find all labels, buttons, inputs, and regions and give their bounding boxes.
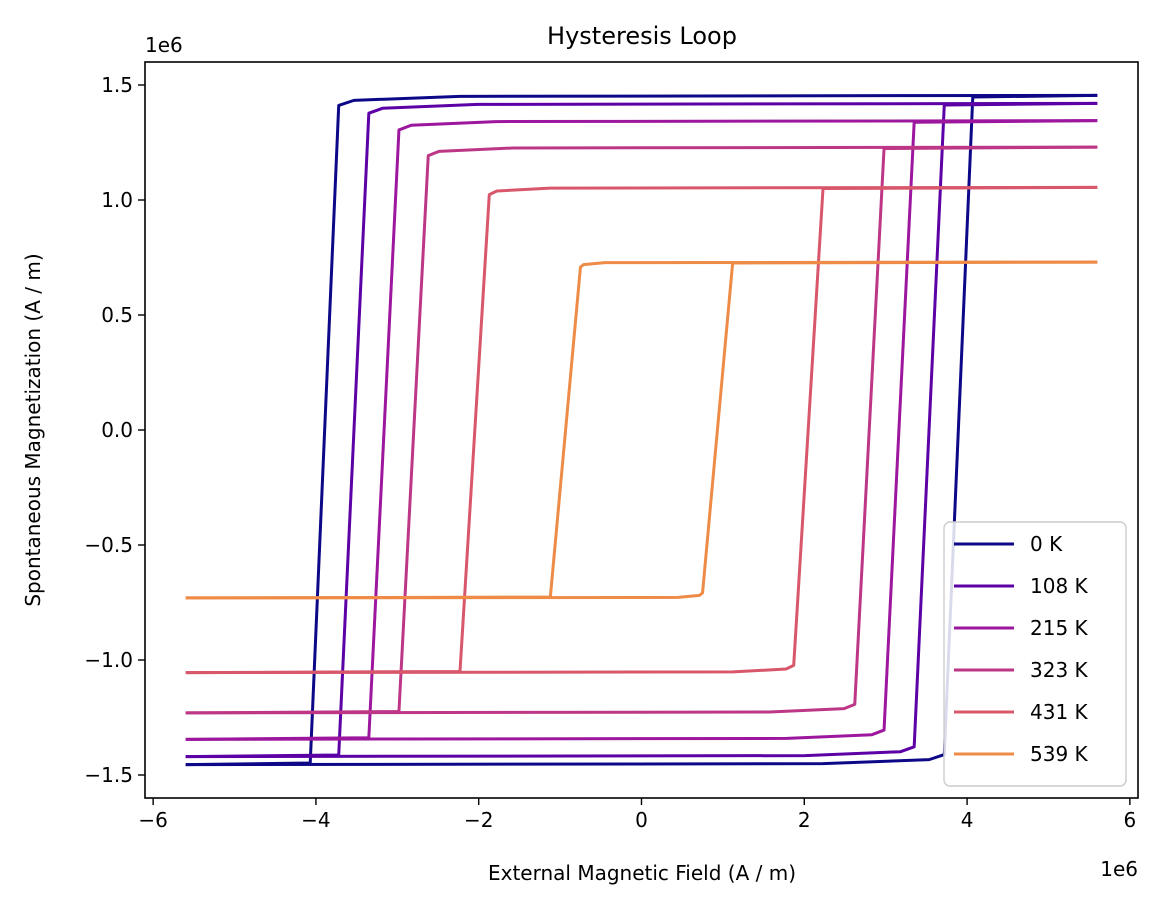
series-line [185, 145, 1098, 715]
legend-label: 0 K [1030, 532, 1063, 556]
y-tick-label: 0.0 [101, 418, 133, 442]
y-tick-label: 0.5 [101, 303, 133, 327]
x-tick-label: 4 [961, 808, 974, 832]
y-tick-label: −0.5 [84, 533, 133, 557]
legend-label: 215 K [1030, 616, 1089, 640]
x-axis-offset-label: 1e6 [1100, 857, 1138, 881]
y-tick-label: 1.0 [101, 188, 133, 212]
y-axis-label: Spontaneous Magnetization (A / m) [21, 253, 45, 606]
x-tick-label: 2 [798, 808, 811, 832]
series-line [185, 101, 1098, 759]
legend-label: 431 K [1030, 700, 1089, 724]
legend-label: 108 K [1030, 574, 1089, 598]
y-tick-label: −1.0 [84, 648, 133, 672]
x-axis-ticks: −6 −4 −2 0 2 4 6 [138, 798, 1136, 832]
series-line [185, 93, 1098, 767]
y-tick-label: −1.5 [84, 763, 133, 787]
x-tick-label: −2 [464, 808, 493, 832]
legend: 0 K 108 K 215 K 323 K 431 K 539 K [943, 521, 1127, 787]
plot-area [185, 93, 1098, 767]
y-tick-label: 1.5 [101, 73, 133, 97]
x-tick-label: −4 [301, 808, 330, 832]
x-tick-label: −6 [138, 808, 167, 832]
legend-box [943, 521, 1127, 787]
x-tick-label: 0 [635, 808, 648, 832]
legend-label: 539 K [1030, 742, 1089, 766]
legend-label: 323 K [1030, 658, 1089, 682]
x-tick-label: 6 [1123, 808, 1136, 832]
series-line [185, 185, 1098, 675]
series-line [185, 119, 1098, 741]
series-line [185, 260, 1098, 600]
y-axis-offset-label: 1e6 [145, 33, 183, 57]
y-axis-ticks: −1.5 −1.0 −0.5 0.0 0.5 1.0 1.5 [84, 73, 145, 787]
chart-title: Hysteresis Loop [547, 22, 737, 50]
x-axis-label: External Magnetic Field (A / m) [488, 861, 796, 885]
